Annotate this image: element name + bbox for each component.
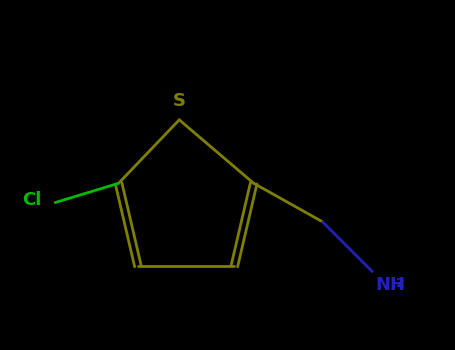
Text: Cl: Cl — [22, 191, 41, 209]
Text: 2: 2 — [396, 277, 404, 290]
Text: S: S — [173, 92, 186, 110]
Text: NH: NH — [375, 276, 405, 294]
